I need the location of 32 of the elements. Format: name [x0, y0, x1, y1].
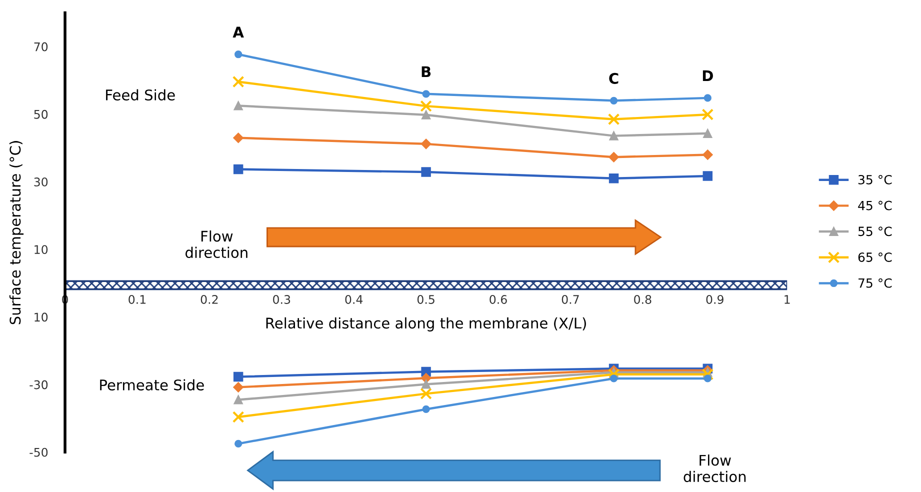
y-tick-label: 10	[34, 245, 48, 254]
annotation: D	[702, 70, 713, 82]
y-axis-title: Surface temperature (°C)	[9, 141, 24, 324]
y-tick-label: 70	[34, 42, 48, 52]
x-tick-label: 0.8	[634, 295, 652, 304]
x-tick-label: 0.3	[273, 295, 290, 304]
x-tick-label: 1	[784, 295, 790, 304]
x-tick-label: 0.7	[562, 295, 579, 304]
x-tick-label: 0.4	[345, 295, 363, 304]
y-tick-label: -50	[30, 448, 48, 457]
annotation: C	[609, 72, 618, 84]
annotation: B	[422, 66, 431, 77]
legend-label: 45 °C	[858, 200, 892, 210]
x-tick-label: 0.2	[200, 295, 218, 304]
y-tick-label: -30	[30, 380, 48, 390]
x-tick-label: 0.9	[706, 295, 724, 304]
annotation: Flow direction	[186, 230, 248, 258]
x-tick-label: 0.6	[490, 295, 507, 304]
x-tick-label: 0.1	[128, 295, 146, 304]
legend-label: 65 °C	[858, 252, 892, 262]
legend-label: 35 °C	[858, 174, 892, 184]
text: Flow direction	[684, 454, 746, 482]
annotation: Feed Side	[106, 89, 175, 100]
y-tick-label: 30	[34, 178, 48, 186]
legend-label: 75 °C	[858, 278, 892, 288]
y-tick-label: 10	[34, 312, 48, 322]
annotation: Permeate Side	[100, 379, 204, 390]
legend-label: 55 °C	[858, 226, 892, 236]
x-tick-label: 0.5	[417, 295, 434, 304]
y-tick-label: 50	[34, 110, 48, 119]
annotation: A	[232, 26, 244, 38]
x-axis-title: Relative distance along the membrane (X/L)	[266, 317, 586, 332]
